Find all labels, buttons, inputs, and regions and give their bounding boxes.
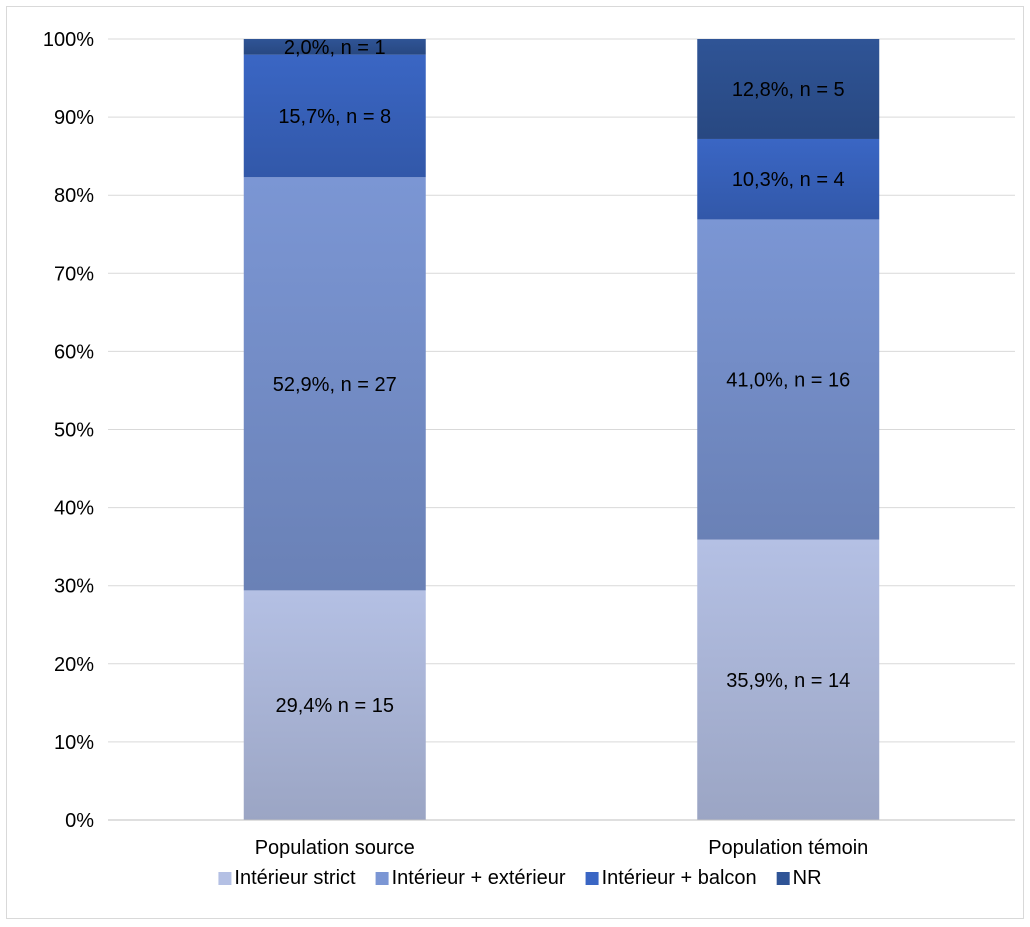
data-label: 12,8%, n = 5 [732, 79, 845, 101]
bar-segment [243, 39, 426, 55]
legend-item: Intérieur + balcon [585, 867, 757, 889]
y-tick-label: 90% [54, 107, 94, 129]
legend-label: Intérieur strict [234, 867, 356, 889]
legend-swatch [585, 872, 599, 885]
legend: Intérieur strict Intérieur + extérieur Int… [218, 867, 822, 889]
bar-segment [697, 219, 880, 540]
data-label: 41,0%, n = 16 [726, 370, 850, 392]
data-label: 10,3%, n = 4 [732, 169, 845, 191]
y-tick-label: 40% [54, 498, 94, 520]
x-category-label: Population témoin [708, 837, 868, 859]
y-tick-label: 50% [54, 420, 94, 442]
data-label: 35,9%, n = 14 [726, 670, 850, 692]
chart-frame: 29,4% n = 15 52,9%, n = 27 15,7%, n = 8 2,0… [6, 6, 1024, 919]
bar-segment [243, 177, 426, 591]
data-label: 2,0%, n = 1 [284, 37, 386, 59]
y-tick-label: 60% [54, 341, 94, 363]
y-tick-label: 10% [54, 732, 94, 754]
stacked-bar-chart: 29,4% n = 15 52,9%, n = 27 15,7%, n = 8 2,0… [43, 29, 1015, 889]
legend-label: Intérieur + extérieur [392, 867, 566, 889]
y-tick-label: 80% [54, 185, 94, 207]
y-tick-label: 20% [54, 654, 94, 676]
legend-item: Intérieur strict [218, 867, 356, 889]
bar-segment [697, 39, 880, 139]
data-label: 29,4% n = 15 [276, 695, 394, 717]
bar-segment [697, 539, 880, 820]
legend-label: Intérieur + balcon [602, 867, 757, 889]
bar-segment [243, 590, 426, 820]
legend-swatch [776, 872, 790, 885]
y-tick-label: 100% [43, 29, 94, 51]
data-label: 52,9%, n = 27 [273, 374, 397, 396]
bar-segment [697, 138, 880, 220]
legend-item: Intérieur + extérieur [375, 867, 566, 889]
legend-item: NR [776, 867, 822, 889]
y-tick-label: 0% [65, 810, 94, 832]
axes: 0% 10% 20% 30% 40% 50% 60% 70% 80% 90% 100% Populat… [43, 29, 1015, 859]
y-tick-label: 70% [54, 263, 94, 285]
bar-segment [243, 54, 426, 178]
data-label: 15,7%, n = 8 [278, 106, 391, 128]
bars: 29,4% n = 15 52,9%, n = 27 15,7%, n = 8 2,0… [243, 37, 880, 820]
legend-label: NR [793, 867, 822, 889]
y-tick-label: 30% [54, 576, 94, 598]
legend-swatch [375, 872, 389, 885]
x-category-label: Population source [255, 837, 415, 859]
legend-swatch [218, 872, 232, 885]
